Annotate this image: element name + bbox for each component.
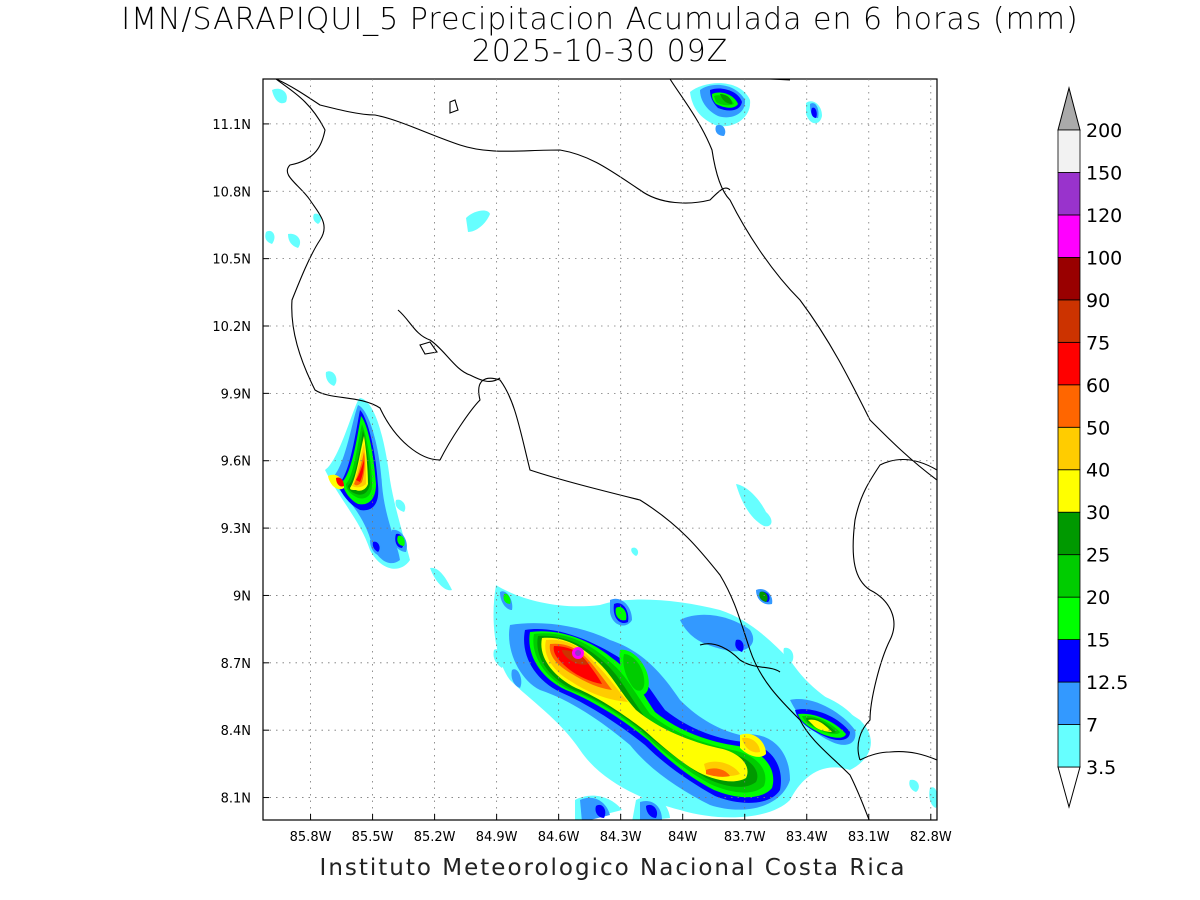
map-subtitle-datetime: 2025-10-30 09Z <box>471 34 729 69</box>
colorbar-label: 50 <box>1086 417 1110 439</box>
y-tick-label: 10.2N <box>212 320 251 335</box>
colorbar-label: 12.5 <box>1086 672 1128 694</box>
plot-frame <box>262 78 938 821</box>
colorbar-lower-arrow <box>1057 766 1081 809</box>
y-tick-label: 11.1N <box>212 118 251 133</box>
colorbar-swatch <box>1057 129 1081 173</box>
latitude-axis: 11.1N 10.8N 10.5N 10.2N 9.9N 9.6N 9.3N 9N 8.7N 8.… <box>212 118 251 807</box>
y-tick-label: 9.3N <box>221 522 251 537</box>
y-tick-label: 8.4N <box>221 724 251 739</box>
x-tick-label: 83.1W <box>848 830 890 845</box>
colorbar-label: 150 <box>1086 162 1122 184</box>
y-tick-label: 9.9N <box>221 387 251 402</box>
colorbar-swatch <box>1057 469 1081 513</box>
colorbar-swatch <box>1057 681 1081 725</box>
colorbar-swatch <box>1057 554 1081 598</box>
y-tick-label: 10.5N <box>212 253 251 268</box>
x-tick-label: 84.3W <box>600 830 642 845</box>
y-tick-label: 8.7N <box>221 657 251 672</box>
y-tick-label: 8.1N <box>221 792 251 807</box>
longitude-axis: 85.8W 85.5W 85.2W 84.9W 84.6W 84.3W 84W 83.7W 83… <box>290 830 952 845</box>
y-tick-label: 9N <box>233 589 251 604</box>
colorbar-label: 120 <box>1086 205 1122 227</box>
colorbar-swatch <box>1057 639 1081 683</box>
colorbar-swatch <box>1057 511 1081 556</box>
precipitation-field <box>265 83 937 820</box>
colorbar-label: 90 <box>1086 290 1110 312</box>
y-tick-label: 10.8N <box>212 185 251 200</box>
colorbar-upper-arrow <box>1057 86 1081 131</box>
colorbar-swatch <box>1057 426 1081 471</box>
colorbar-label: 40 <box>1086 460 1110 482</box>
colorbar-label: 200 <box>1086 120 1122 142</box>
colorbar-swatch <box>1057 256 1081 301</box>
colorbar-label: 30 <box>1086 502 1110 524</box>
colorbar-label: 60 <box>1086 375 1110 397</box>
colorbar-swatch <box>1057 596 1081 641</box>
x-tick-label: 84.9W <box>476 830 518 845</box>
map-title: IMN/SARAPIQUI_5 Precipitacion Acumulada … <box>121 2 1079 37</box>
colorbar-label: 75 <box>1086 332 1110 354</box>
colorbar-swatch <box>1057 172 1081 216</box>
graticule <box>263 79 937 820</box>
colorbar-label: 15 <box>1086 630 1110 652</box>
colorbar-swatch <box>1057 341 1081 386</box>
y-tick-label: 9.6N <box>221 455 251 470</box>
x-tick-label: 84W <box>668 830 698 845</box>
precip-level-120 <box>575 650 581 656</box>
colorbar-label: 20 <box>1086 587 1110 609</box>
colorbar-swatch <box>1057 724 1081 768</box>
colorbar-label: 25 <box>1086 545 1110 567</box>
colorbar-swatch <box>1057 384 1081 428</box>
x-tick-label: 85.2W <box>414 830 456 845</box>
colorbar-label: 3.5 <box>1086 757 1116 779</box>
x-tick-label: 84.6W <box>538 830 580 845</box>
x-tick-label: 82.8W <box>910 830 952 845</box>
x-tick-label: 85.8W <box>290 830 332 845</box>
footer-credit: Instituto Meteorologico Nacional Costa R… <box>319 855 907 881</box>
coastline-borders <box>275 79 937 820</box>
colorbar-legend: 3.5 7 12.5 15 20 25 30 40 50 60 75 90 100 120 150 200 <box>1057 86 1128 809</box>
colorbar-swatch <box>1057 214 1081 258</box>
x-tick-label: 83.7W <box>724 830 766 845</box>
x-tick-label: 85.5W <box>352 830 394 845</box>
colorbar-swatch <box>1057 299 1081 343</box>
colorbar-label: 100 <box>1086 247 1122 269</box>
x-tick-label: 83.4W <box>786 830 828 845</box>
colorbar-label: 7 <box>1086 715 1098 737</box>
